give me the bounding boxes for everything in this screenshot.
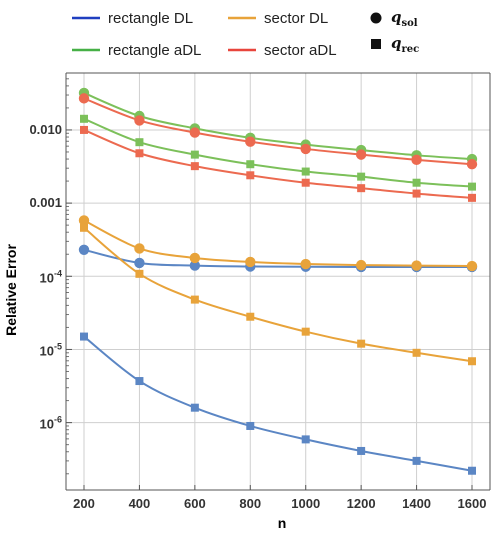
- legend-marker-sol: qsol: [370, 8, 418, 29]
- legend-label-3: rectangle aDL: [108, 42, 201, 59]
- data-point-square: [357, 184, 366, 193]
- series-sector-dl-q-rec: [80, 223, 476, 366]
- data-point-square: [80, 223, 88, 232]
- data-point-square: [190, 162, 199, 171]
- data-point-square: [80, 114, 88, 123]
- data-point-circle: [134, 243, 145, 254]
- x-tick-label: 800: [239, 496, 261, 511]
- data-point-circle: [411, 260, 422, 271]
- x-tick-label: 600: [184, 496, 206, 511]
- legend-entry-3: rectangle aDL: [72, 42, 201, 59]
- legend-entry-2: sector DL: [228, 10, 328, 27]
- x-tick-label: 200: [73, 496, 95, 511]
- data-point-square: [412, 189, 421, 198]
- data-point-circle: [355, 149, 367, 160]
- legend-entry-1: rectangle DL: [72, 10, 193, 27]
- data-point-square: [80, 332, 88, 341]
- axes: [65, 72, 491, 491]
- data-point-square: [246, 160, 255, 169]
- data-point-square: [468, 182, 476, 191]
- y-tick-label: 0.001: [29, 195, 62, 210]
- data-point-square: [412, 348, 421, 357]
- series: [78, 87, 478, 475]
- legend-label-2: sector DL: [264, 10, 328, 27]
- data-point-circle: [466, 159, 478, 170]
- data-point-square: [190, 295, 199, 304]
- legend-label-1: rectangle DL: [108, 10, 193, 27]
- data-point-circle: [300, 143, 311, 155]
- data-point-circle: [189, 127, 201, 138]
- data-point-circle: [189, 252, 201, 264]
- data-point-circle: [78, 93, 90, 104]
- data-point-circle: [245, 136, 256, 147]
- series-sector-adl-q-rec: [80, 125, 476, 202]
- data-point-square: [246, 421, 255, 430]
- series-line: [83, 117, 473, 188]
- y-tick-label: 10-6: [40, 415, 62, 432]
- series-line: [83, 129, 473, 199]
- legend: rectangle DL sector DL rectangle aDL sec…: [72, 8, 419, 59]
- legend-circle-marker: [370, 12, 382, 24]
- x-tick-label: 1000: [291, 496, 320, 511]
- series-sector-adl-q-sol: [78, 93, 478, 170]
- data-point-circle: [411, 154, 422, 166]
- data-point-circle: [134, 257, 145, 269]
- data-point-square: [412, 178, 421, 187]
- x-tick-label: 1200: [347, 496, 376, 511]
- data-point-square: [135, 138, 144, 147]
- data-point-square: [135, 149, 144, 158]
- data-point-circle: [300, 258, 311, 270]
- x-tick-label: 400: [129, 496, 151, 511]
- data-point-square: [301, 435, 310, 444]
- data-point-circle: [355, 259, 367, 271]
- data-point-circle: [466, 260, 478, 272]
- y-tick-label: 10-4: [40, 268, 62, 285]
- y-tick-label: 10-5: [40, 341, 62, 358]
- data-point-square: [135, 377, 144, 386]
- data-point-square: [468, 193, 476, 202]
- data-point-square: [357, 172, 366, 181]
- series-sector-dl-q-sol: [78, 215, 478, 272]
- x-axis-label: n: [278, 515, 287, 531]
- data-point-square: [301, 327, 310, 336]
- data-point-square: [357, 339, 366, 348]
- y-tick-label: 0.010: [29, 122, 62, 137]
- data-point-square: [468, 357, 476, 366]
- data-point-square: [80, 125, 88, 134]
- legend-q-sol: qsol: [391, 8, 418, 29]
- data-point-square: [246, 171, 255, 180]
- data-point-circle: [78, 244, 90, 256]
- data-point-square: [301, 178, 310, 187]
- x-tick-label: 1600: [458, 496, 487, 511]
- x-tick-label: 1400: [402, 496, 431, 511]
- series-rectangle-adl-q-rec: [80, 114, 476, 191]
- legend-label-4: sector aDL: [264, 42, 337, 59]
- data-point-circle: [134, 115, 145, 126]
- data-point-square: [135, 269, 144, 278]
- data-point-circle: [245, 256, 256, 268]
- data-point-square: [301, 167, 310, 176]
- legend-q-rec: qrec: [391, 34, 419, 55]
- data-point-square: [246, 312, 255, 321]
- data-point-circle: [78, 215, 90, 226]
- tick-labels: 200 400 600 800 1000 1200 1400 1600 0.010 0.001 10…: [29, 122, 486, 511]
- y-axis-label: Relative Error: [3, 244, 19, 336]
- data-point-square: [190, 150, 199, 159]
- data-point-square: [190, 403, 199, 412]
- legend-entry-4: sector aDL: [228, 42, 337, 59]
- data-point-square: [412, 456, 421, 465]
- series-rectangle-dl-q-rec: [80, 332, 476, 475]
- legend-marker-rec: qrec: [371, 34, 419, 55]
- legend-square-marker: [371, 39, 381, 49]
- data-point-square: [468, 466, 476, 475]
- data-point-square: [357, 446, 366, 455]
- data-point-circle: [189, 260, 201, 271]
